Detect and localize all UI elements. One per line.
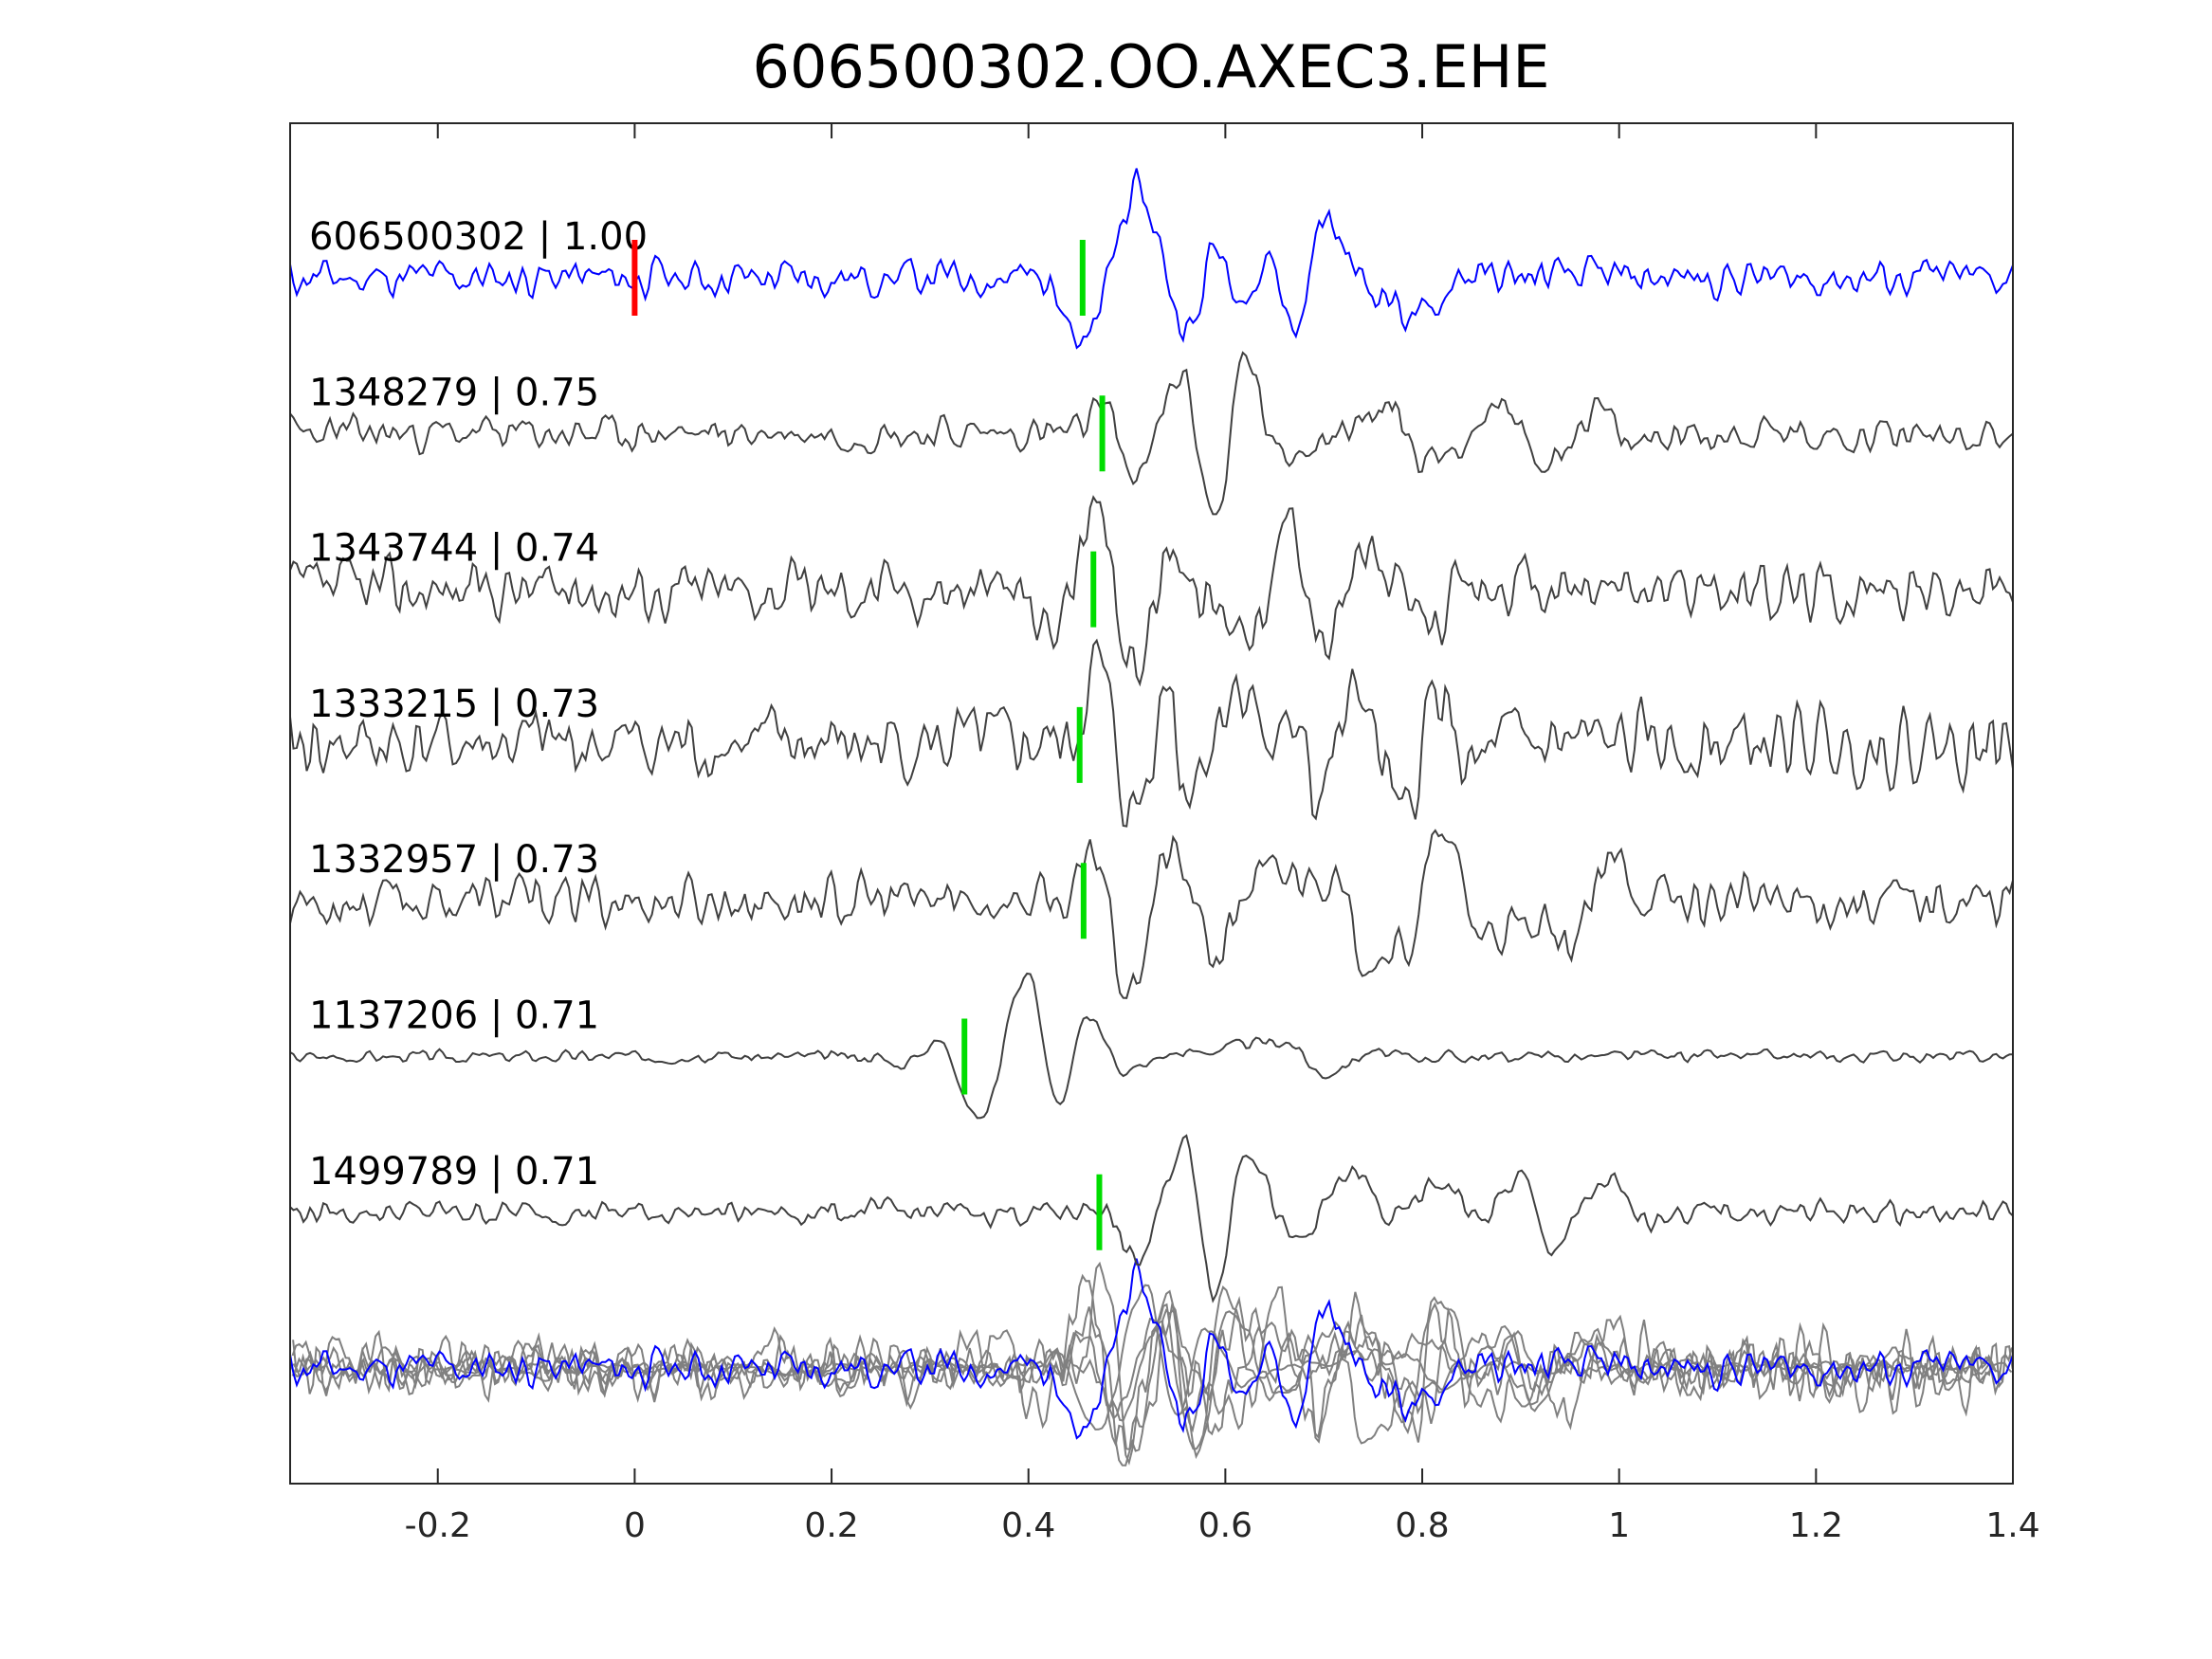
stack-trace-1333215 (292, 1261, 2014, 1450)
trace-1343744 (289, 495, 2014, 687)
trace-1332957 (289, 829, 2014, 999)
trace-label: 606500302 | 1.00 (309, 215, 648, 259)
trace-label: 1137206 | 0.71 (309, 994, 599, 1038)
x-tick-label: 0.6 (1198, 1506, 1252, 1545)
x-tick-label: 1.4 (1985, 1506, 2039, 1545)
trace-label: 1348279 | 0.75 (309, 371, 599, 414)
stack-trace-reference (289, 1258, 2014, 1440)
trace-1333215 (289, 638, 2014, 828)
trace-label: 1333215 | 0.73 (309, 683, 599, 726)
axes-group: -0.2 0 0.2 0.4 0.6 0.8 1 1.2 1.4 (289, 122, 2040, 1545)
trace-606500302 (289, 168, 2014, 350)
trace-label: 1332957 | 0.73 (309, 838, 599, 882)
trace-1348279 (289, 351, 2014, 516)
chart-title: 606500302.OO.AXEC3.EHE (753, 32, 1550, 101)
plot-frame (289, 122, 2014, 1485)
trace-1499789 (289, 1134, 2014, 1304)
x-tick-label: 1 (1608, 1506, 1630, 1545)
x-tick-label: 0.8 (1395, 1506, 1449, 1545)
x-tick-label: 0.2 (804, 1506, 858, 1545)
x-tick-label: -0.2 (405, 1506, 471, 1545)
x-tick-label: 1.2 (1789, 1506, 1843, 1545)
trace-1137206 (289, 972, 2014, 1120)
trace-label: 1343744 | 0.74 (309, 527, 599, 571)
trace-label: 1499789 | 0.71 (309, 1150, 599, 1194)
stack-trace-1332957 (291, 1296, 2013, 1467)
x-tick-label: 0 (624, 1506, 646, 1545)
x-tick-label: 0.4 (1001, 1506, 1055, 1545)
traces-group: 606500302 | 1.00 1348279 | 0.75 1343744 | … (289, 168, 2014, 1467)
stack-trace-1499789 (292, 1289, 1998, 1460)
